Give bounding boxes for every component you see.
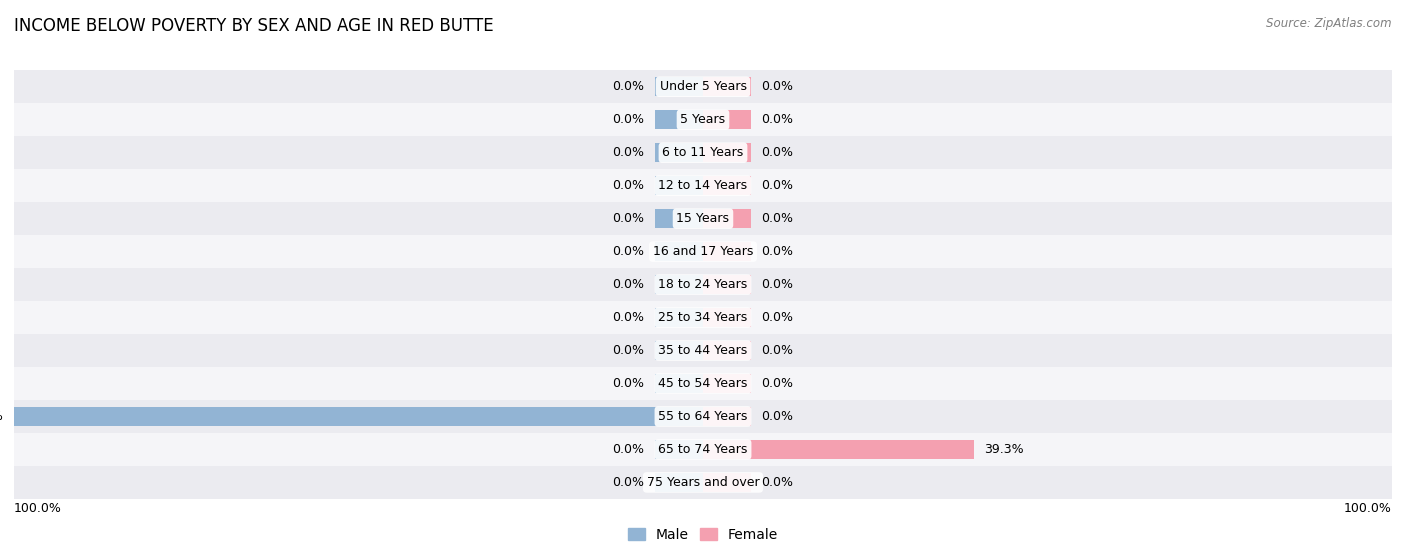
- Bar: [14, 169, 1392, 202]
- Text: 16 and 17 Years: 16 and 17 Years: [652, 245, 754, 258]
- Text: 0.0%: 0.0%: [613, 377, 644, 390]
- Text: 0.0%: 0.0%: [613, 476, 644, 489]
- Bar: [655, 374, 703, 393]
- Text: 0.0%: 0.0%: [762, 212, 793, 225]
- Bar: [703, 440, 974, 459]
- Text: 0.0%: 0.0%: [613, 344, 644, 357]
- Text: 0.0%: 0.0%: [613, 146, 644, 159]
- Bar: [703, 374, 751, 393]
- Bar: [14, 407, 703, 426]
- Bar: [703, 242, 751, 261]
- Text: 15 Years: 15 Years: [676, 212, 730, 225]
- Bar: [14, 103, 1392, 136]
- Bar: [703, 143, 751, 162]
- Bar: [703, 275, 751, 294]
- Bar: [655, 242, 703, 261]
- Text: 0.0%: 0.0%: [762, 146, 793, 159]
- Bar: [14, 400, 1392, 433]
- Text: 0.0%: 0.0%: [762, 80, 793, 93]
- Text: 35 to 44 Years: 35 to 44 Years: [658, 344, 748, 357]
- Bar: [14, 235, 1392, 268]
- Text: 0.0%: 0.0%: [613, 245, 644, 258]
- Text: 0.0%: 0.0%: [762, 476, 793, 489]
- Text: 0.0%: 0.0%: [762, 377, 793, 390]
- Text: 5 Years: 5 Years: [681, 113, 725, 126]
- Bar: [655, 440, 703, 459]
- Bar: [14, 367, 1392, 400]
- Text: 0.0%: 0.0%: [613, 443, 644, 456]
- Bar: [655, 308, 703, 327]
- Bar: [14, 70, 1392, 103]
- Bar: [655, 341, 703, 360]
- Bar: [703, 473, 751, 492]
- Bar: [703, 308, 751, 327]
- Bar: [655, 473, 703, 492]
- Bar: [14, 433, 1392, 466]
- Text: Source: ZipAtlas.com: Source: ZipAtlas.com: [1267, 17, 1392, 30]
- Bar: [14, 268, 1392, 301]
- Text: 100.0%: 100.0%: [0, 410, 4, 423]
- Text: 100.0%: 100.0%: [1344, 502, 1392, 515]
- Text: 0.0%: 0.0%: [613, 278, 644, 291]
- Text: 0.0%: 0.0%: [613, 311, 644, 324]
- Text: 55 to 64 Years: 55 to 64 Years: [658, 410, 748, 423]
- Text: 45 to 54 Years: 45 to 54 Years: [658, 377, 748, 390]
- Text: 0.0%: 0.0%: [762, 344, 793, 357]
- Bar: [655, 275, 703, 294]
- Text: 0.0%: 0.0%: [762, 311, 793, 324]
- Legend: Male, Female: Male, Female: [623, 522, 783, 547]
- Bar: [655, 77, 703, 97]
- Bar: [655, 110, 703, 129]
- Text: 39.3%: 39.3%: [984, 443, 1024, 456]
- Bar: [703, 209, 751, 228]
- Text: 6 to 11 Years: 6 to 11 Years: [662, 146, 744, 159]
- Text: 0.0%: 0.0%: [762, 278, 793, 291]
- Text: 18 to 24 Years: 18 to 24 Years: [658, 278, 748, 291]
- Text: 0.0%: 0.0%: [762, 113, 793, 126]
- Text: 65 to 74 Years: 65 to 74 Years: [658, 443, 748, 456]
- Bar: [703, 77, 751, 97]
- Bar: [703, 407, 751, 426]
- Text: 0.0%: 0.0%: [613, 113, 644, 126]
- Text: 0.0%: 0.0%: [762, 245, 793, 258]
- Text: 0.0%: 0.0%: [613, 179, 644, 192]
- Bar: [703, 110, 751, 129]
- Bar: [14, 466, 1392, 499]
- Text: 0.0%: 0.0%: [613, 80, 644, 93]
- Bar: [14, 136, 1392, 169]
- Text: 0.0%: 0.0%: [613, 212, 644, 225]
- Text: 75 Years and over: 75 Years and over: [647, 476, 759, 489]
- Bar: [14, 301, 1392, 334]
- Text: 100.0%: 100.0%: [14, 502, 62, 515]
- Bar: [703, 176, 751, 195]
- Bar: [655, 209, 703, 228]
- Bar: [655, 176, 703, 195]
- Bar: [655, 143, 703, 162]
- Text: INCOME BELOW POVERTY BY SEX AND AGE IN RED BUTTE: INCOME BELOW POVERTY BY SEX AND AGE IN R…: [14, 17, 494, 35]
- Bar: [14, 334, 1392, 367]
- Text: 12 to 14 Years: 12 to 14 Years: [658, 179, 748, 192]
- Bar: [703, 341, 751, 360]
- Text: 0.0%: 0.0%: [762, 410, 793, 423]
- Text: 0.0%: 0.0%: [762, 179, 793, 192]
- Text: 25 to 34 Years: 25 to 34 Years: [658, 311, 748, 324]
- Bar: [14, 202, 1392, 235]
- Text: Under 5 Years: Under 5 Years: [659, 80, 747, 93]
